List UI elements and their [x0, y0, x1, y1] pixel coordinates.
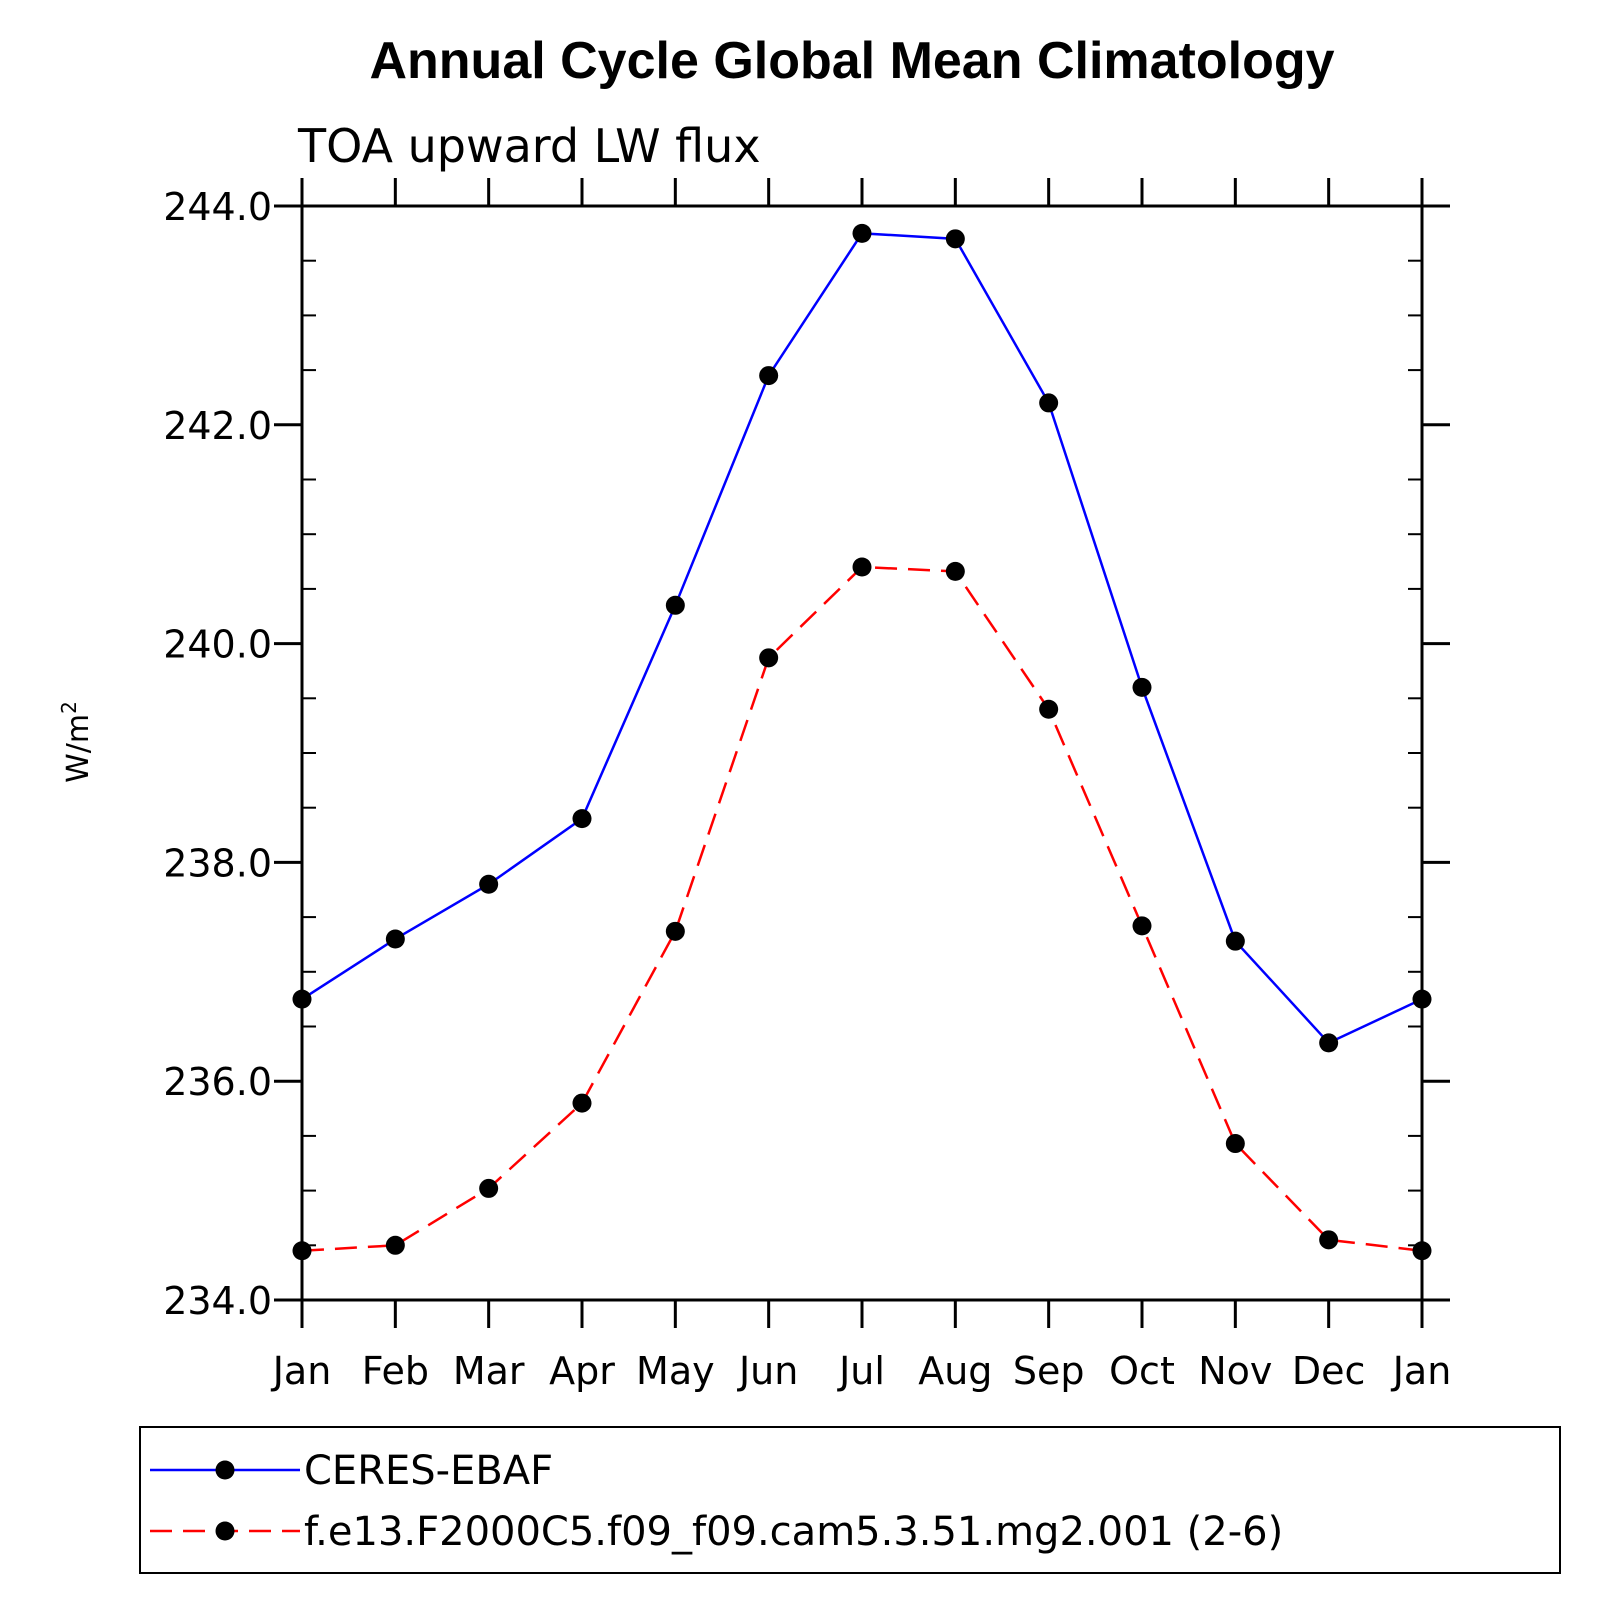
series-1-point [1319, 1033, 1339, 1053]
series-1-point [1412, 989, 1432, 1009]
series-2-point [945, 561, 965, 581]
series-2-point [292, 1241, 312, 1261]
y-tick-label: 240.0 [163, 623, 272, 667]
series-1-point [665, 595, 685, 615]
series-2-point [1132, 916, 1152, 936]
series-1-point [1132, 677, 1152, 697]
y-axis-unit-superscript: 2 [57, 701, 81, 714]
x-tick-label: Sep [1013, 1349, 1085, 1393]
x-tick-label: Feb [362, 1349, 429, 1393]
x-tick-label: Mar [453, 1349, 525, 1393]
x-tick-label: Nov [1198, 1349, 1272, 1393]
svg-text:W/m2: W/m2 [57, 701, 96, 783]
legend-label-2: f.e13.F2000C5.f09_f09.cam5.3.51.mg2.001 … [304, 1509, 1283, 1555]
x-tick-label: Dec [1292, 1349, 1366, 1393]
series-1-point [385, 929, 405, 949]
legend-marker-2 [215, 1521, 235, 1541]
series-2-point [1225, 1134, 1245, 1154]
series-2-point [1039, 699, 1059, 719]
legend-items: CERES-EBAF f.e13.F2000C5.f09_f09.cam5.3.5… [150, 1448, 1283, 1555]
y-axis-title: W/m2 [57, 701, 96, 783]
series-2-point [572, 1093, 592, 1113]
y-tick-label: 242.0 [163, 404, 272, 448]
x-tick-label: Jul [837, 1349, 885, 1393]
series-1-point [945, 229, 965, 249]
series-1-point [1039, 393, 1059, 413]
y-tick-label: 244.0 [163, 185, 272, 229]
series-2-point [852, 557, 872, 577]
y-tick-label: 236.0 [163, 1060, 272, 1104]
series-1-point [572, 809, 592, 829]
legend: CERES-EBAF f.e13.F2000C5.f09_f09.cam5.3.5… [139, 1426, 1561, 1574]
legend-marker-1 [215, 1460, 235, 1480]
series-line-2 [301, 565, 1423, 1253]
x-tick-label: May [636, 1349, 715, 1393]
series-2-point [665, 921, 685, 941]
series-1-point [1225, 931, 1245, 951]
series-2-point [759, 648, 779, 668]
x-tick-label: Oct [1109, 1349, 1175, 1393]
x-tick-label: Jan [1391, 1349, 1452, 1393]
x-tick-label: Jan [271, 1349, 332, 1393]
axes: Jan Feb Mar Apr May Jun Jul Aug Sep Oct Nov Dec Jan 2… [163, 178, 1451, 1393]
series-2-point [1319, 1230, 1339, 1250]
y-axis-unit: W/m [61, 714, 96, 783]
series-line-1 [301, 232, 1423, 1045]
series-2-point [385, 1235, 405, 1255]
legend-label-1: CERES-EBAF [304, 1448, 553, 1494]
x-tick-label: Jun [737, 1349, 798, 1393]
series-2-point [1412, 1241, 1432, 1261]
series-1-point [852, 223, 872, 243]
y-tick-label: 234.0 [163, 1279, 272, 1323]
x-tick-label: Aug [918, 1349, 992, 1393]
series-2-point [479, 1178, 499, 1198]
chart-title: Annual Cycle Global Mean Climatology [369, 32, 1334, 90]
chart-subtitle: TOA upward LW flux [297, 119, 761, 173]
series-1-point [292, 989, 312, 1009]
series-layer [292, 223, 1432, 1261]
series-1-point [479, 874, 499, 894]
y-tick-label: 238.0 [163, 841, 272, 885]
plot-frame [300, 204, 1424, 1302]
x-tick-label: Apr [549, 1349, 615, 1393]
legend-box [139, 1426, 1561, 1574]
series-1-point [759, 366, 779, 386]
